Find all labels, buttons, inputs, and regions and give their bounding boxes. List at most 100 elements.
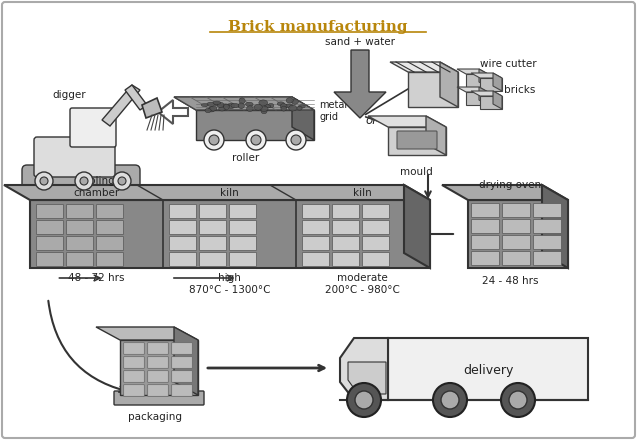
Polygon shape: [480, 78, 502, 91]
FancyBboxPatch shape: [66, 205, 94, 219]
FancyBboxPatch shape: [362, 237, 389, 250]
FancyBboxPatch shape: [199, 205, 227, 219]
Ellipse shape: [247, 106, 254, 111]
FancyBboxPatch shape: [70, 108, 116, 147]
Polygon shape: [340, 338, 388, 400]
Polygon shape: [457, 69, 488, 74]
FancyBboxPatch shape: [36, 205, 64, 219]
FancyBboxPatch shape: [169, 205, 196, 219]
FancyBboxPatch shape: [148, 385, 168, 396]
Polygon shape: [120, 340, 198, 395]
Ellipse shape: [277, 102, 285, 106]
Polygon shape: [368, 116, 446, 127]
Polygon shape: [4, 185, 430, 200]
FancyBboxPatch shape: [199, 253, 227, 267]
Text: packaging: packaging: [128, 412, 182, 422]
Polygon shape: [479, 69, 488, 87]
FancyBboxPatch shape: [303, 237, 329, 250]
Ellipse shape: [261, 109, 267, 114]
FancyBboxPatch shape: [503, 235, 531, 249]
FancyBboxPatch shape: [36, 253, 64, 267]
FancyBboxPatch shape: [114, 391, 204, 405]
Circle shape: [35, 172, 53, 190]
FancyBboxPatch shape: [534, 203, 561, 217]
Ellipse shape: [280, 103, 287, 109]
Circle shape: [509, 391, 527, 409]
FancyBboxPatch shape: [534, 235, 561, 249]
FancyBboxPatch shape: [388, 338, 588, 400]
Ellipse shape: [207, 102, 215, 106]
Ellipse shape: [268, 103, 274, 108]
FancyBboxPatch shape: [96, 205, 124, 219]
Polygon shape: [334, 50, 386, 118]
FancyBboxPatch shape: [503, 252, 531, 265]
Ellipse shape: [297, 106, 302, 110]
Polygon shape: [142, 98, 162, 118]
Polygon shape: [348, 362, 386, 394]
Polygon shape: [390, 62, 458, 72]
FancyBboxPatch shape: [229, 237, 257, 250]
FancyBboxPatch shape: [169, 237, 196, 250]
Polygon shape: [466, 74, 488, 87]
FancyBboxPatch shape: [172, 357, 192, 368]
FancyBboxPatch shape: [96, 220, 124, 235]
FancyBboxPatch shape: [534, 252, 561, 265]
Circle shape: [209, 135, 219, 145]
Text: cooling
chamber: cooling chamber: [73, 176, 120, 198]
FancyBboxPatch shape: [333, 237, 359, 250]
Ellipse shape: [231, 103, 239, 108]
Ellipse shape: [218, 107, 225, 111]
Polygon shape: [174, 97, 314, 110]
Polygon shape: [196, 110, 314, 140]
Ellipse shape: [286, 98, 293, 103]
Text: high
870°C - 1300°C: high 870°C - 1300°C: [189, 273, 270, 295]
Circle shape: [113, 172, 131, 190]
Ellipse shape: [221, 104, 230, 107]
Circle shape: [80, 177, 88, 185]
FancyBboxPatch shape: [172, 343, 192, 354]
Circle shape: [118, 177, 126, 185]
FancyBboxPatch shape: [303, 220, 329, 235]
FancyBboxPatch shape: [333, 205, 359, 219]
FancyBboxPatch shape: [471, 252, 499, 265]
FancyBboxPatch shape: [397, 131, 437, 149]
Polygon shape: [471, 73, 502, 78]
Text: kiln: kiln: [220, 188, 239, 198]
Polygon shape: [30, 200, 430, 268]
Circle shape: [246, 130, 266, 150]
Circle shape: [291, 135, 301, 145]
Ellipse shape: [238, 103, 245, 109]
Text: wire cutter: wire cutter: [480, 59, 536, 69]
FancyBboxPatch shape: [124, 385, 145, 396]
Ellipse shape: [205, 108, 211, 113]
Ellipse shape: [264, 105, 271, 108]
Text: bricks: bricks: [504, 85, 535, 95]
Circle shape: [347, 383, 381, 417]
Polygon shape: [468, 200, 568, 268]
Ellipse shape: [208, 107, 215, 112]
Polygon shape: [292, 97, 314, 140]
Polygon shape: [404, 185, 430, 268]
FancyBboxPatch shape: [66, 253, 94, 267]
Text: or: or: [366, 114, 378, 127]
FancyBboxPatch shape: [124, 370, 145, 382]
Polygon shape: [466, 92, 488, 105]
Circle shape: [501, 383, 535, 417]
Polygon shape: [493, 91, 502, 109]
Ellipse shape: [259, 100, 268, 106]
Ellipse shape: [298, 105, 305, 108]
FancyBboxPatch shape: [199, 237, 227, 250]
Ellipse shape: [291, 99, 299, 104]
Circle shape: [75, 172, 93, 190]
Polygon shape: [457, 87, 488, 92]
FancyBboxPatch shape: [303, 253, 329, 267]
FancyBboxPatch shape: [471, 235, 499, 249]
FancyBboxPatch shape: [96, 253, 124, 267]
Polygon shape: [174, 327, 198, 395]
Ellipse shape: [201, 103, 208, 106]
FancyBboxPatch shape: [362, 220, 389, 235]
FancyBboxPatch shape: [172, 370, 192, 382]
Polygon shape: [125, 85, 147, 110]
Polygon shape: [158, 100, 188, 124]
FancyBboxPatch shape: [362, 253, 389, 267]
